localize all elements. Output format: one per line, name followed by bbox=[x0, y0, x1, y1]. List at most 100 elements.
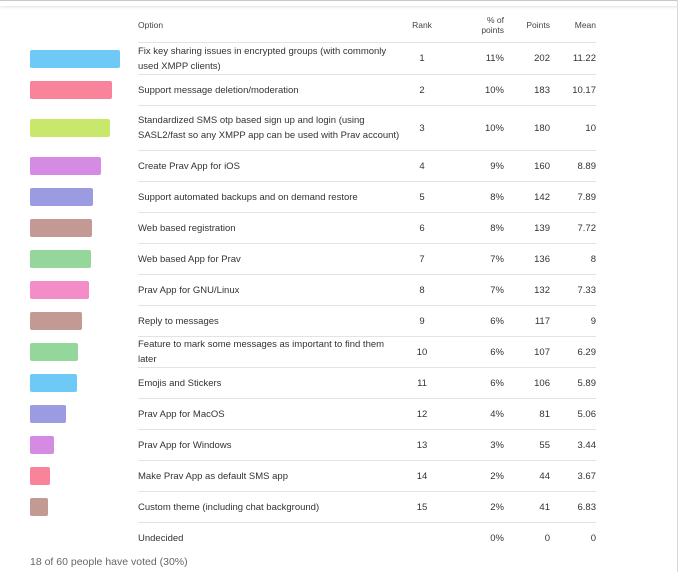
percent-value: 11% bbox=[442, 42, 504, 75]
result-bar bbox=[30, 343, 78, 361]
bar-cell bbox=[30, 43, 138, 75]
table-row: Fix key sharing issues in encrypted grou… bbox=[30, 42, 596, 75]
points-value: 180 bbox=[504, 105, 550, 151]
table-row: Custom theme (including chat background)… bbox=[30, 491, 596, 523]
table-row: Support message deletion/moderation 2 10% 1… bbox=[30, 74, 596, 106]
bar-cell bbox=[30, 213, 138, 244]
rank-value: 2 bbox=[402, 74, 442, 106]
result-bar bbox=[30, 312, 82, 330]
percent-value: 6% bbox=[442, 305, 504, 337]
table-row: Prav App for MacOS 12 4% 81 5.06 bbox=[30, 398, 596, 430]
header-rank: Rank bbox=[402, 8, 442, 43]
percent-value: 2% bbox=[442, 491, 504, 523]
points-value: 41 bbox=[504, 491, 550, 523]
table-row: Create Prav App for iOS 4 9% 160 8.89 bbox=[30, 150, 596, 182]
table-row: Support automated backups and on demand … bbox=[30, 181, 596, 213]
points-value: 117 bbox=[504, 305, 550, 337]
table-row: Make Prav App as default SMS app 14 2% 44 3.… bbox=[30, 460, 596, 492]
mean-value: 5.06 bbox=[550, 398, 596, 430]
result-bar bbox=[30, 49, 120, 68]
result-bar bbox=[30, 119, 110, 137]
mean-value: 6.83 bbox=[550, 491, 596, 523]
points-value: 136 bbox=[504, 243, 550, 275]
option-text: Standardized SMS otp based sign up and l… bbox=[138, 105, 402, 151]
points-value: 81 bbox=[504, 398, 550, 430]
result-bar bbox=[30, 219, 92, 237]
percent-value: 8% bbox=[442, 212, 504, 244]
result-bar bbox=[30, 436, 54, 454]
result-bar bbox=[30, 281, 89, 299]
result-bar bbox=[30, 498, 48, 516]
mean-value: 7.33 bbox=[550, 274, 596, 306]
rank-value: 6 bbox=[402, 212, 442, 244]
option-text: Emojis and Stickers bbox=[138, 367, 402, 399]
rank-value: 10 bbox=[402, 336, 442, 368]
percent-value: 2% bbox=[442, 460, 504, 492]
percent-value: 3% bbox=[442, 429, 504, 461]
bar-cell bbox=[30, 492, 138, 523]
points-value: 160 bbox=[504, 150, 550, 182]
header-option: Option bbox=[138, 8, 402, 43]
points-value: 44 bbox=[504, 460, 550, 492]
points-value: 0 bbox=[544, 532, 550, 544]
header-pct-line1: % of bbox=[486, 15, 504, 25]
option-text: Prav App for GNU/Linux bbox=[138, 274, 402, 306]
bar-cell bbox=[30, 151, 138, 182]
mean-value: 7.89 bbox=[550, 181, 596, 213]
bar-cell bbox=[30, 337, 138, 368]
mean-value: 9 bbox=[550, 305, 596, 337]
percent-value: 6% bbox=[442, 336, 504, 368]
points-value: 183 bbox=[504, 74, 550, 106]
mean-value: 8.89 bbox=[550, 150, 596, 182]
option-text: Prav App for MacOS bbox=[138, 398, 402, 430]
option-text: Web based registration bbox=[138, 212, 402, 244]
percent-value: 10% bbox=[442, 74, 504, 106]
rank-value: 9 bbox=[402, 305, 442, 337]
table-row: Feature to mark some messages as importa… bbox=[30, 336, 596, 368]
table-header-row: Option Rank % of points Points Mean bbox=[30, 8, 596, 43]
option-text: Create Prav App for iOS bbox=[138, 150, 402, 182]
bar-cell bbox=[30, 306, 138, 337]
mean-value: 3.67 bbox=[550, 460, 596, 492]
rank-value: 11 bbox=[402, 367, 442, 399]
table-row: Undecided 0% 0 0 bbox=[30, 523, 596, 554]
bar-cell bbox=[30, 399, 138, 430]
header-percent-of-points: % of points bbox=[442, 8, 504, 43]
rank-value: 4 bbox=[402, 150, 442, 182]
table-row: Prav App for Windows 13 3% 55 3.44 bbox=[30, 429, 596, 461]
bar-cell bbox=[30, 368, 138, 399]
rank-value: 12 bbox=[402, 398, 442, 430]
percent-value: 7% bbox=[442, 243, 504, 275]
percent-value: 0% bbox=[490, 532, 504, 544]
bar-cell bbox=[30, 523, 138, 554]
rank-value: 1 bbox=[402, 42, 442, 75]
mean-value: 7.72 bbox=[550, 212, 596, 244]
bar-cell bbox=[30, 182, 138, 213]
header-points: Points bbox=[504, 8, 550, 43]
points-value: 106 bbox=[504, 367, 550, 399]
percent-value: 6% bbox=[442, 367, 504, 399]
mean-value: 11.22 bbox=[550, 42, 596, 75]
result-bar bbox=[30, 405, 66, 423]
percent-value: 8% bbox=[442, 181, 504, 213]
percent-value: 4% bbox=[442, 398, 504, 430]
mean-value: 6.29 bbox=[550, 336, 596, 368]
option-text: Reply to messages bbox=[138, 305, 402, 337]
rank-value: 13 bbox=[402, 429, 442, 461]
points-value: 132 bbox=[504, 274, 550, 306]
percent-value: 9% bbox=[442, 150, 504, 182]
poll-results-table: Option Rank % of points Points Mean Fix … bbox=[30, 8, 596, 554]
bar-cell bbox=[30, 106, 138, 151]
table-row: Reply to messages 9 6% 117 9 bbox=[30, 305, 596, 337]
header-pct-line2: points bbox=[481, 25, 504, 35]
option-text: Fix key sharing issues in encrypted grou… bbox=[138, 42, 402, 75]
table-row: Prav App for GNU/Linux 8 7% 132 7.33 bbox=[30, 274, 596, 306]
rank-value: 15 bbox=[402, 491, 442, 523]
table-row: Emojis and Stickers 11 6% 106 5.89 bbox=[30, 367, 596, 399]
option-text: Web based App for Prav bbox=[138, 243, 402, 275]
mean-value: 3.44 bbox=[550, 429, 596, 461]
header-mean: Mean bbox=[550, 8, 596, 43]
points-value: 55 bbox=[504, 429, 550, 461]
result-bar bbox=[30, 81, 112, 99]
rank-value bbox=[402, 523, 442, 554]
